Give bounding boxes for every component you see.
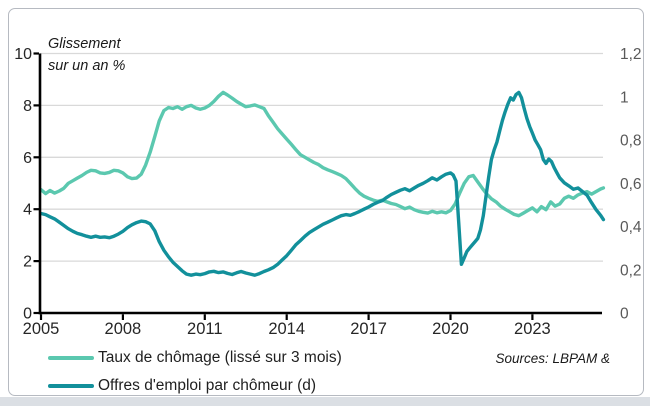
x-axis-label: 2005 (23, 320, 60, 338)
chart-card (8, 8, 644, 396)
x-axis-label: 2014 (268, 320, 305, 338)
chart-annotation: Glissement sur un an % (48, 33, 168, 77)
legend: Taux de chômage (lissé sur 3 mois) Offre… (48, 347, 342, 403)
series-line-unemployment (39, 90, 606, 218)
y-axis-right-label: 0,6 (620, 176, 642, 193)
sources-label: Sources: LBPAM & (495, 351, 610, 366)
y-axis-right-label: 0 (620, 306, 629, 323)
y-axis-right-label: 0,4 (620, 219, 642, 236)
legend-item-vacancies: Offres d'emploi par chômeur (d) (48, 375, 342, 397)
x-axis-label: 2008 (105, 320, 142, 338)
x-axis-label: 2023 (514, 320, 551, 338)
y-axis-left-label: 10 (14, 46, 32, 63)
legend-swatch-vacancies (48, 383, 94, 389)
legend-label-unemployment: Taux de chômage (lissé sur 3 mois) (98, 349, 342, 366)
y-axis-right-label: 1,2 (620, 46, 642, 63)
y-axis-right-label: 0,2 (620, 262, 642, 279)
y-axis-left-label: 8 (23, 98, 32, 115)
y-axis-left-label: 4 (23, 202, 32, 219)
y-axis-left-label: 6 (23, 150, 32, 167)
bottom-strip (0, 397, 650, 406)
legend-item-unemployment: Taux de chômage (lissé sur 3 mois) (48, 347, 342, 369)
x-axis-label: 2020 (432, 320, 469, 338)
legend-label-vacancies: Offres d'emploi par chômeur (d) (98, 377, 317, 394)
y-axis-right-label: 1 (620, 89, 629, 106)
series-line-vacancies (39, 90, 606, 277)
x-axis-label: 2011 (187, 320, 222, 338)
x-axis-label: 2017 (350, 320, 387, 338)
y-axis-left-label: 0 (23, 306, 32, 323)
y-axis-right-label: 0,8 (620, 133, 642, 150)
chart-annotation-line2: sur un an % (48, 58, 126, 74)
y-axis-left-label: 2 (23, 254, 32, 271)
chart-annotation-line1: Glissement (48, 36, 121, 52)
legend-swatch-unemployment (48, 355, 94, 361)
